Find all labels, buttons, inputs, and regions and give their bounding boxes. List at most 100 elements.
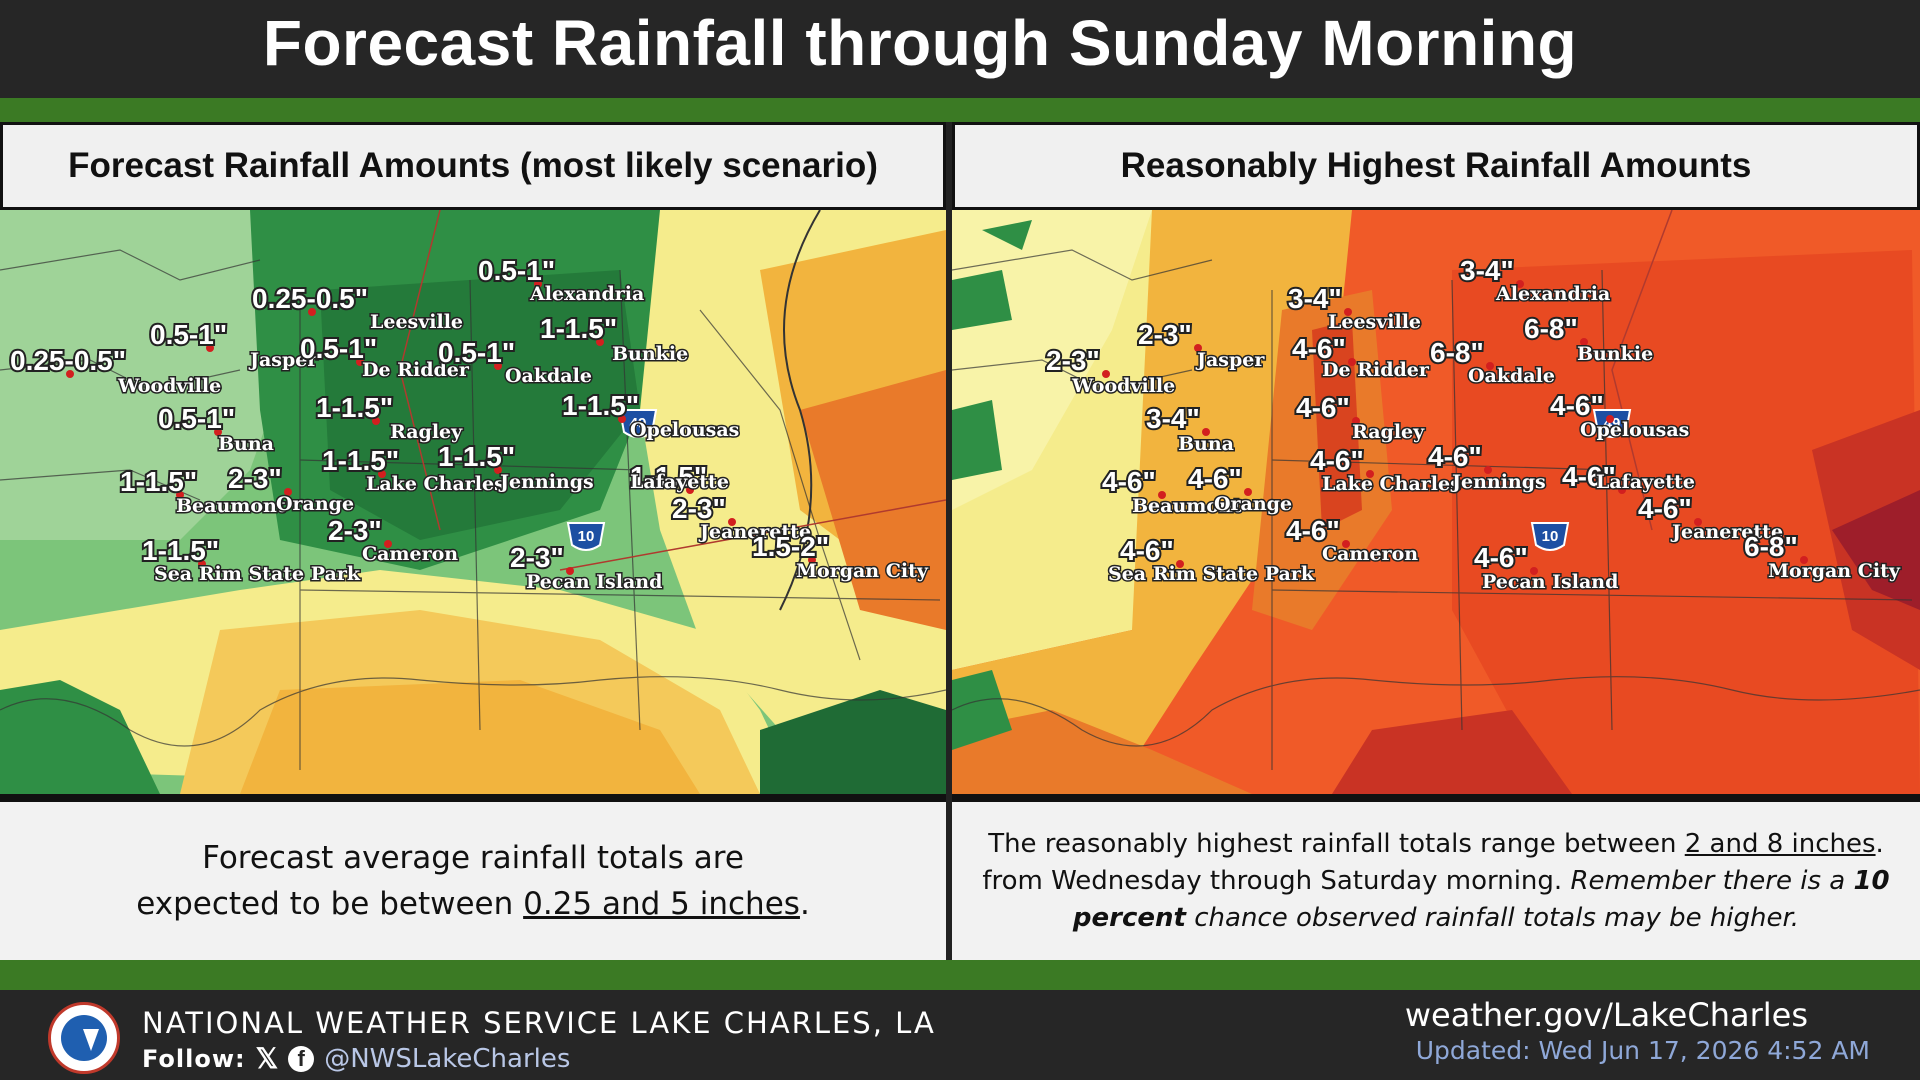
- city-dot: [1580, 338, 1588, 346]
- facebook-icon[interactable]: f: [288, 1045, 315, 1072]
- rainfall-value: 2-3": [1138, 319, 1192, 350]
- rainfall-value: 1-1.5": [120, 466, 197, 497]
- forecast-location-11: 2-3"Orange: [226, 461, 356, 517]
- forecast-caption-line2: expected to be between 0.25 and 5 inches…: [136, 886, 810, 922]
- city-dot: [1366, 470, 1374, 478]
- highest-location-15: 4-6"Jeanerette: [1636, 491, 1785, 545]
- city-dot: [728, 518, 736, 526]
- rainfall-value: 0.5-1": [158, 403, 235, 434]
- city-dot: [1530, 567, 1538, 575]
- city-name: Jasper: [1195, 349, 1265, 371]
- city-name: Bunkie: [1577, 343, 1653, 365]
- city-dot: [808, 556, 816, 564]
- city-name: Leesville: [370, 311, 463, 333]
- highest-location-8: 4-6"Ragley: [1294, 390, 1427, 445]
- forecast-map-graphic: [0, 210, 946, 794]
- interstate-10-shield: 10: [566, 522, 606, 551]
- rainfall-value: 4-6": [1292, 333, 1346, 364]
- forecast-location-12: 1-1.5"Lake Charles: [320, 443, 506, 497]
- svg-text:49: 49: [630, 415, 647, 432]
- forecast-panel: Forecast Rainfall Amounts (most likely s…: [0, 122, 946, 960]
- forecast-location-7: 0.5-1"Buna: [156, 401, 276, 457]
- city-name: Beaumont: [1132, 495, 1242, 517]
- city-dot: [176, 491, 184, 499]
- city-name: Oakdale: [1468, 365, 1555, 387]
- highest-location-3: 2-3"Woodville: [1044, 343, 1177, 399]
- follow-row: Follow: 𝕏 f @NWSLakeCharles: [142, 1042, 570, 1075]
- highest-range: 2 and 8 inches: [1684, 828, 1876, 859]
- city-name: Cameron: [362, 543, 458, 565]
- city-name: Woodville: [117, 375, 221, 397]
- forecast-location-4: 0.5-1"De Ridder: [298, 331, 471, 383]
- city-name: Lafayette: [1596, 471, 1695, 493]
- highest-location-5: 6-8"Oakdale: [1428, 335, 1556, 389]
- highest-location-18: 4-6"Pecan Island: [1472, 540, 1620, 595]
- highest-location-1: 3-4"Leesville: [1286, 281, 1423, 335]
- city-name: Morgan City: [796, 560, 929, 582]
- city-name: Jennings: [498, 471, 594, 493]
- city-name: Lafayette: [630, 471, 729, 493]
- city-dot: [1194, 344, 1202, 352]
- city-name: Sea Rim State Park: [1108, 563, 1315, 585]
- rainfall-value: 1-1.5": [322, 445, 399, 476]
- updated-timestamp: Updated: Wed Jun 17, 2026 4:52 AM: [1415, 1036, 1870, 1065]
- city-name: Morgan City: [1768, 560, 1901, 582]
- rainfall-value: 3-4": [1460, 255, 1514, 286]
- rainfall-value: 4-6": [1188, 463, 1242, 494]
- green-divider-bottom: [0, 960, 1920, 990]
- x-icon[interactable]: 𝕏: [255, 1043, 279, 1074]
- highest-caption-line2: from Wednesday through Saturday morning.…: [982, 865, 1890, 896]
- rainfall-value: 1-1.5": [630, 461, 707, 492]
- forecast-caption-line1: Forecast average rainfall totals are: [202, 840, 744, 876]
- rainfall-value: 2-3": [328, 515, 382, 546]
- svg-text:10: 10: [1542, 528, 1559, 545]
- interstate-49-shield: 49: [1592, 409, 1632, 438]
- highest-location-9: 4-6"Opelousas: [1548, 388, 1691, 443]
- city-dot: [1606, 415, 1614, 423]
- city-dot: [206, 344, 214, 352]
- city-name: Opelousas: [1580, 419, 1689, 441]
- city-name: Orange: [1214, 493, 1292, 515]
- highest-location-10: 4-6"Beaumont: [1100, 464, 1243, 519]
- city-dot: [308, 308, 316, 316]
- website-link[interactable]: weather.gov/LakeCharles: [1404, 996, 1808, 1034]
- city-dot: [566, 567, 574, 575]
- city-dot: [1342, 540, 1350, 548]
- forecast-range: 0.25 and 5 inches: [523, 886, 800, 922]
- rainfall-value: 0.5-1": [150, 319, 227, 350]
- city-dot: [1352, 417, 1360, 425]
- forecast-location-14: 1-1.5"Lafayette: [628, 459, 730, 495]
- highest-location-13: 4-6"Jennings: [1426, 439, 1547, 495]
- city-name: Oakdale: [505, 365, 592, 387]
- city-name: Bunkie: [612, 343, 688, 365]
- city-dot: [1344, 308, 1352, 316]
- highest-panel: Reasonably Highest Rainfall Amounts: [952, 122, 1920, 960]
- footer: NATIONAL WEATHER SERVICE LAKE CHARLES, L…: [0, 990, 1920, 1080]
- city-dot: [1800, 556, 1808, 564]
- city-dot: [1348, 358, 1356, 366]
- forecast-location-9: 1-1.5"Opelousas: [560, 388, 741, 443]
- city-dot: [1486, 362, 1494, 370]
- rainfall-value: 4-6": [1550, 390, 1604, 421]
- rainfall-value: 0.5-1": [300, 333, 377, 364]
- forecast-caption: Forecast average rainfall totals are exp…: [0, 802, 946, 960]
- office-name: NATIONAL WEATHER SERVICE LAKE CHARLES, L…: [142, 1006, 936, 1040]
- city-name: Woodville: [1071, 375, 1175, 397]
- city-name: Lake Charles: [1322, 473, 1461, 495]
- forecast-location-18: 2-3"Pecan Island: [508, 540, 664, 595]
- rainfall-value: 4-6": [1286, 515, 1340, 546]
- green-divider-top: [0, 98, 1920, 122]
- forecast-location-15: 2-3"Jeanerette: [670, 491, 813, 545]
- highest-location-11: 4-6"Orange: [1186, 461, 1294, 517]
- forecast-location-2: 0.5-1" Jasper: [148, 317, 320, 373]
- city-name: Jennings: [1450, 471, 1546, 493]
- highest-location-17: 4-6"Sea Rim State Park: [1107, 533, 1317, 587]
- city-name: Leesville: [1328, 311, 1421, 333]
- rainfall-value: 1-1.5": [142, 535, 219, 566]
- social-handle[interactable]: @NWSLakeCharles: [324, 1043, 571, 1074]
- highest-location-12: 4-6"Lake Charles: [1308, 443, 1462, 497]
- city-name: Sea Rim State Park: [154, 563, 361, 585]
- city-name: Orange: [276, 493, 354, 515]
- city-dot: [1694, 518, 1702, 526]
- nws-logo-icon: [48, 1002, 120, 1074]
